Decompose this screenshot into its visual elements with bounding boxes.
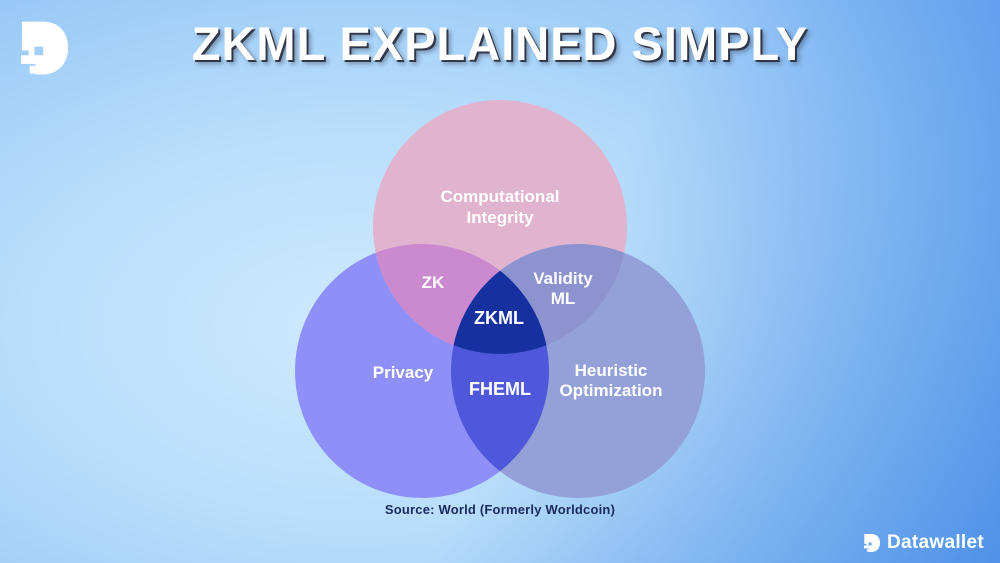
label-validity-line2: ML	[551, 289, 576, 308]
label-validity-line1: Validity	[533, 269, 593, 288]
label-heuristic-line2: Optimization	[560, 381, 663, 400]
region-zkml	[451, 244, 549, 354]
label-privacy: Privacy	[373, 363, 434, 382]
label-heuristic-line1: Heuristic	[575, 361, 648, 380]
label-fheml: FHEML	[469, 379, 531, 399]
source-note: Source: World (Formerly Worldcoin)	[384, 502, 616, 517]
datawallet-mark-icon	[864, 533, 881, 552]
page-title: ZKML EXPLAINED SIMPLY	[191, 17, 809, 70]
label-computational-line1: Computational	[441, 187, 560, 206]
brand-wordmark: Datawallet	[887, 532, 984, 553]
datawallet-logo-icon	[21, 21, 69, 75]
label-zk: ZK	[422, 273, 445, 292]
label-computational-line2: Integrity	[466, 208, 534, 227]
brand-footer: Datawallet	[864, 532, 984, 554]
label-zkml: ZKML	[474, 308, 524, 328]
